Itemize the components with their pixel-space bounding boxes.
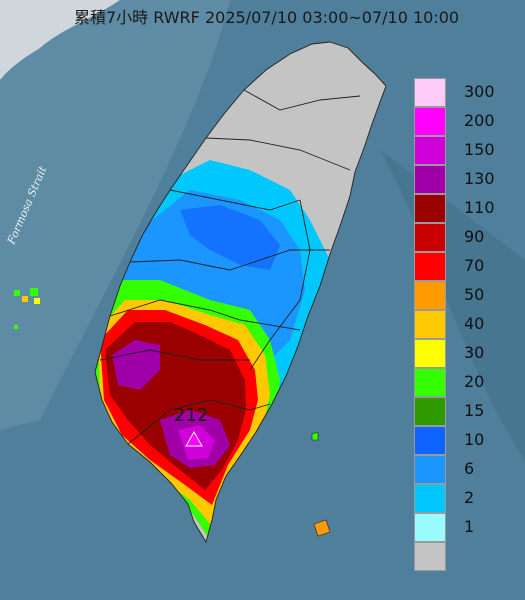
- legend-swatch: [414, 426, 446, 455]
- penghu-islands: [14, 288, 40, 329]
- legend-swatch: [414, 281, 446, 310]
- legend-swatch: [414, 107, 446, 136]
- legend-swatch: [414, 368, 446, 397]
- legend-label: 15: [464, 401, 485, 420]
- orchid-island: [313, 519, 331, 537]
- legend-label: 30: [464, 343, 485, 362]
- legend-label: 6: [464, 459, 475, 478]
- legend-swatch: [414, 339, 446, 368]
- legend-swatch: [414, 223, 446, 252]
- legend-label: 110: [464, 198, 495, 217]
- legend-label: 200: [464, 111, 495, 130]
- legend-label: 90: [464, 227, 485, 246]
- max-rain-marker-icon: [185, 430, 203, 447]
- legend-swatch: [414, 310, 446, 339]
- legend-swatch: [414, 513, 446, 542]
- legend-label: 300: [464, 82, 495, 101]
- legend-label: 130: [464, 169, 495, 188]
- legend-label: 10: [464, 430, 485, 449]
- legend-label: 70: [464, 256, 485, 275]
- legend-label: 150: [464, 140, 495, 159]
- map-title: 累積7小時 RWRF 2025/07/10 03:00~07/10 10:00: [74, 8, 460, 27]
- legend-label: 2: [464, 488, 475, 507]
- rain-130-core-west: [112, 340, 160, 390]
- green-island: [311, 431, 319, 441]
- legend-label: 40: [464, 314, 485, 333]
- sea-shading: [0, 0, 230, 430]
- county-borders: [94, 41, 387, 544]
- legend-label: 50: [464, 285, 485, 304]
- legend-swatch: [414, 542, 446, 571]
- legend-swatch: [414, 165, 446, 194]
- legend-label: 1: [464, 517, 475, 536]
- legend-swatch: [414, 136, 446, 165]
- rain-10-band: [180, 205, 280, 270]
- legend-swatch: [414, 397, 446, 426]
- max-rain-value: 212: [174, 405, 209, 426]
- legend-label: 20: [464, 372, 485, 391]
- legend-swatch: [414, 455, 446, 484]
- legend-swatch: [414, 78, 446, 107]
- rainfall-legend: 300 200 150 130 110 90 70 50 40 30 20 15 10 6 2 1: [412, 78, 512, 572]
- sea-shading-east: [380, 150, 525, 460]
- china-coast: [0, 0, 120, 80]
- legend-swatch: [414, 484, 446, 513]
- legend-swatch: [414, 194, 446, 223]
- legend-swatch: [414, 252, 446, 281]
